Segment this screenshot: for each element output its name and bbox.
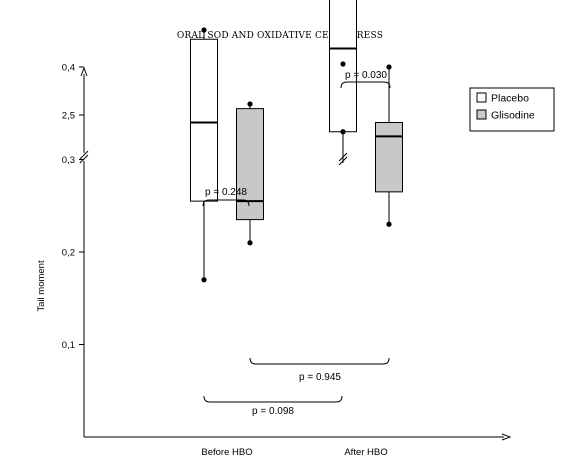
x-categories: Before HBO After HBO — [201, 447, 387, 458]
box-rect — [190, 38, 218, 202]
x-category-label: Before HBO — [201, 447, 252, 458]
whisker-max-point — [247, 101, 253, 107]
box-rect — [375, 122, 403, 193]
legend: Placebo Glisodine — [469, 87, 555, 132]
x-axis-arrow — [501, 433, 512, 441]
whisker-min-point — [340, 129, 346, 135]
comparison-bracket: p = 0.030 — [340, 70, 391, 89]
axes — [79, 66, 512, 441]
bracket-line — [249, 357, 390, 365]
whisker-max-point — [386, 64, 392, 70]
box-glisodine-before-hbo — [236, 101, 264, 246]
y-tick-label: 2,5 — [62, 111, 75, 122]
bracket-line — [202, 199, 250, 207]
p-value-label: p = 0.030 — [345, 70, 387, 81]
comparisons: p = 0.248 p = 0.030 p = 0.945 p = 0.098 — [202, 70, 391, 417]
legend-label: Placebo — [491, 93, 529, 105]
legend-swatch — [476, 109, 487, 120]
box-glisodine-after-hbo — [375, 64, 403, 227]
y-axis-break-mark — [79, 150, 89, 160]
y-tick-label: 0,1 — [62, 340, 75, 351]
whisker-min-point — [386, 221, 392, 227]
x-category-label: After HBO — [344, 447, 387, 458]
comparison-bracket: p = 0.098 — [203, 395, 343, 417]
y-ticks: 0,10,20,30,40,52,5 — [62, 63, 84, 351]
legend-swatch — [476, 92, 487, 103]
p-value-label: p = 0.248 — [205, 187, 247, 198]
y-tick-label: 0,2 — [62, 248, 75, 259]
whisker-min-point — [247, 240, 253, 246]
bracket-line — [203, 395, 343, 403]
y-tick-label: 0,3 — [62, 155, 75, 166]
box-placebo-before-hbo — [190, 27, 218, 283]
whisker-max-point — [340, 61, 346, 67]
box-placebo-after-hbo — [329, 0, 357, 166]
whisker-break-mark — [338, 152, 348, 162]
whisker-min-point — [201, 277, 207, 283]
y-axis-arrow — [80, 66, 88, 77]
boxes — [190, 0, 403, 283]
running-header: ORAL SOD AND OXIDATIVE CELL STRESS — [177, 31, 383, 41]
legend-label: Glisodine — [491, 110, 535, 122]
y-tick-label: 0,4 — [62, 63, 75, 74]
bracket-line — [340, 81, 391, 89]
box-rect — [236, 108, 264, 221]
whisker-break-mark — [338, 156, 348, 166]
whisker-max-point — [201, 27, 207, 33]
comparison-bracket: p = 0.945 — [249, 357, 390, 383]
y-axis-label: Tail moment — [36, 260, 47, 312]
p-value-label: p = 0.945 — [299, 372, 341, 383]
p-value-label: p = 0.098 — [252, 406, 294, 417]
comparison-bracket: p = 0.248 — [202, 187, 250, 207]
